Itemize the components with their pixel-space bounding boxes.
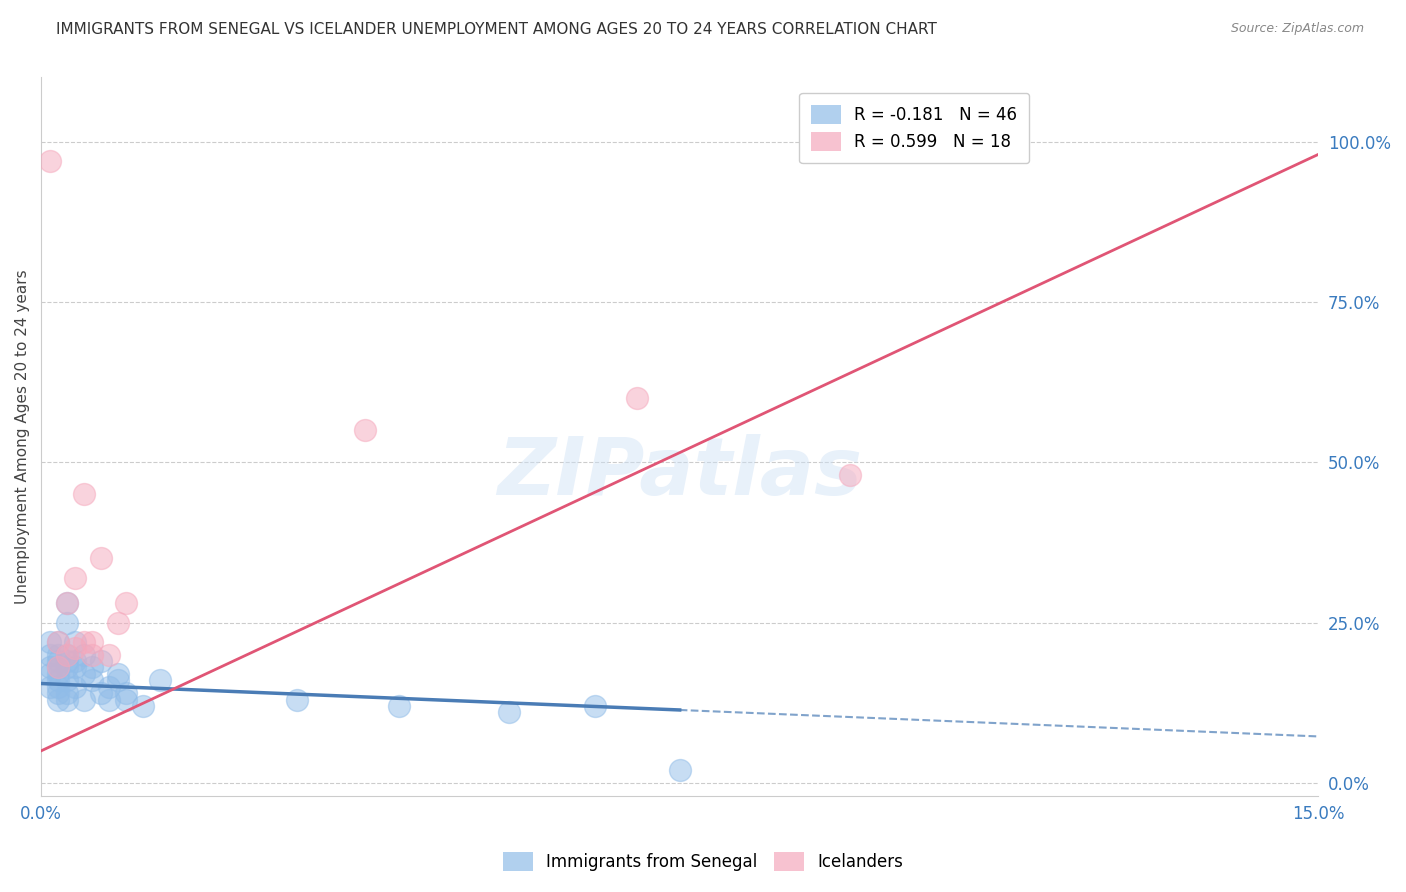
Point: [498, 706, 520, 720]
Point: [839, 468, 862, 483]
Point: [353, 423, 375, 437]
Point: [73, 648, 96, 662]
Point: [55, 648, 77, 662]
Point: [626, 391, 648, 405]
Point: [63, 680, 86, 694]
Point: [90, 686, 112, 700]
Point: [107, 615, 129, 630]
Point: [115, 692, 138, 706]
Point: [46, 666, 69, 681]
Point: [98, 680, 121, 694]
Point: [55, 596, 77, 610]
Point: [55, 673, 77, 688]
Text: Source: ZipAtlas.com: Source: ZipAtlas.com: [1230, 22, 1364, 36]
Point: [38, 635, 60, 649]
Point: [46, 635, 69, 649]
Point: [82, 635, 104, 649]
Point: [98, 692, 121, 706]
Point: [55, 596, 77, 610]
Point: [38, 153, 60, 168]
Legend: R = -0.181   N = 46, R = 0.599   N = 18: R = -0.181 N = 46, R = 0.599 N = 18: [799, 93, 1029, 163]
Point: [46, 673, 69, 688]
Point: [73, 635, 96, 649]
Point: [73, 487, 96, 501]
Point: [46, 648, 69, 662]
Point: [115, 596, 138, 610]
Point: [55, 660, 77, 674]
Point: [82, 673, 104, 688]
Point: [63, 571, 86, 585]
Point: [82, 660, 104, 674]
Point: [46, 680, 69, 694]
Point: [46, 654, 69, 668]
Point: [55, 686, 77, 700]
Point: [73, 666, 96, 681]
Point: [107, 673, 129, 688]
Point: [668, 763, 690, 777]
Point: [149, 673, 172, 688]
Legend: Immigrants from Senegal, Icelanders: Immigrants from Senegal, Icelanders: [495, 843, 911, 880]
Point: [73, 692, 96, 706]
Point: [63, 641, 86, 656]
Point: [55, 692, 77, 706]
Point: [46, 686, 69, 700]
Text: IMMIGRANTS FROM SENEGAL VS ICELANDER UNEMPLOYMENT AMONG AGES 20 TO 24 YEARS CORR: IMMIGRANTS FROM SENEGAL VS ICELANDER UNE…: [56, 22, 938, 37]
Text: ZIPatlas: ZIPatlas: [498, 434, 862, 511]
Point: [55, 654, 77, 668]
Point: [46, 692, 69, 706]
Y-axis label: Unemployment Among Ages 20 to 24 years: Unemployment Among Ages 20 to 24 years: [15, 269, 30, 604]
Point: [132, 698, 155, 713]
Point: [46, 660, 69, 674]
Point: [82, 648, 104, 662]
Point: [63, 654, 86, 668]
Point: [38, 680, 60, 694]
Point: [38, 648, 60, 662]
Point: [90, 551, 112, 566]
Point: [38, 666, 60, 681]
Point: [583, 698, 606, 713]
Point: [115, 686, 138, 700]
Point: [98, 648, 121, 662]
Point: [55, 615, 77, 630]
Point: [46, 635, 69, 649]
Point: [46, 660, 69, 674]
Point: [388, 698, 411, 713]
Point: [90, 654, 112, 668]
Point: [63, 635, 86, 649]
Point: [107, 666, 129, 681]
Point: [38, 660, 60, 674]
Point: [63, 660, 86, 674]
Point: [55, 648, 77, 662]
Point: [285, 692, 308, 706]
